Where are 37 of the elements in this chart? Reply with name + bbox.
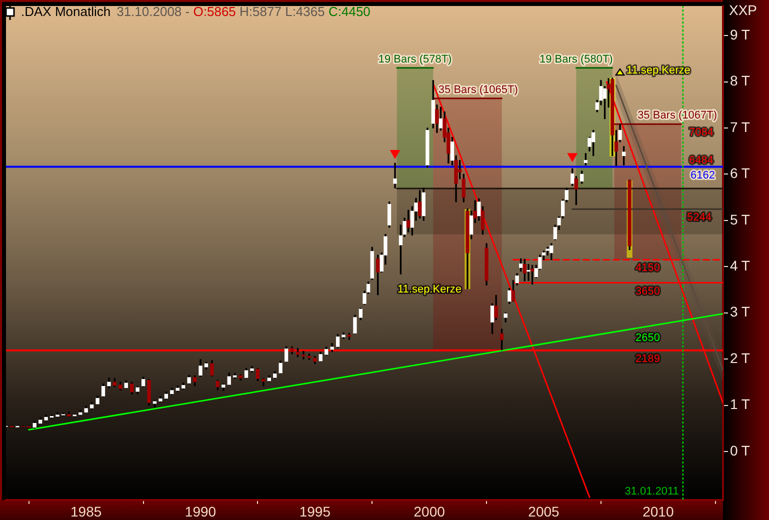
y-tick-label: 4 T: [730, 257, 750, 274]
y-tick-label: 1 T: [730, 396, 750, 412]
annotation: 5244: [687, 212, 712, 224]
y-tick-label: 7 T: [730, 118, 750, 135]
series-label: 3650: [636, 285, 660, 298]
ref-line-label: 31.01.2011: [624, 486, 679, 498]
x-tick-label: 1995: [299, 503, 331, 520]
y-tick-label: 8 T: [730, 72, 750, 89]
y-axis-title: XXP: [729, 2, 758, 18]
series-label: 2650: [636, 332, 660, 344]
ref-line-label: 6162: [690, 169, 716, 182]
series-label: 35 Bars (1065T): [438, 84, 518, 96]
series-label: 19 Bars (580T): [539, 53, 613, 66]
y-tick-label: 0 T: [730, 442, 750, 458]
candlestick: [393, 162, 397, 188]
x-tick-label: 1990: [184, 503, 216, 520]
y-tick-label: 3 T: [730, 304, 750, 320]
series-label: 4150: [636, 262, 660, 274]
text: 11.sep.Kerze: [397, 283, 462, 296]
chart-subtitle: 31.10.2008 - O:5865 H:5877 L:4365 C:4450: [116, 4, 370, 19]
x-tick-label: 2010: [642, 503, 674, 520]
y-tick-label: 2 T: [730, 350, 750, 366]
legend-label: 11.sep.Kerze: [626, 64, 690, 77]
series-label: 19 Bars (578T): [378, 53, 452, 66]
ref-line-label: 2189: [636, 352, 660, 365]
x-tick-label: 2000: [414, 503, 446, 520]
annotation: 7084: [688, 126, 714, 139]
series-label: 35 Bars (1067T): [638, 110, 718, 122]
x-tick-label: 1985: [70, 503, 102, 520]
y-tick-label: 6 T: [730, 165, 750, 182]
y-tick-label: 9 T: [730, 26, 750, 42]
chart-title: .DAX Monatlich: [21, 4, 111, 20]
annotation: 6484: [688, 154, 714, 166]
candlestick: [302, 350, 306, 360]
y-tick-label: 5 T: [730, 211, 750, 228]
candlestick: [526, 264, 530, 281]
x-tick-label: 2005: [528, 503, 560, 520]
